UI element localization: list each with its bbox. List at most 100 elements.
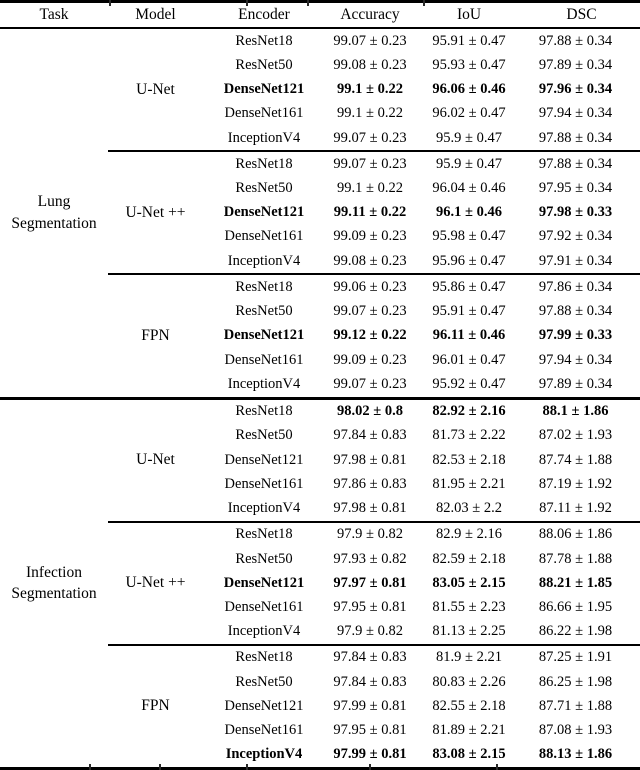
dsc-cell: 87.08 ± 1.93 <box>538 722 613 739</box>
accuracy-cell: 99.1 ± 0.22 <box>337 105 403 122</box>
iou-cell: 82.53 ± 2.18 <box>432 451 506 468</box>
encoder-cell: DenseNet121 <box>223 204 305 221</box>
table-header-row: Task Model Encoder Accuracy IoU DSC <box>0 3 640 29</box>
table-row: InceptionV4 99.07 ± 0.23 95.92 ± 0.47 97.89… <box>203 372 640 396</box>
task-label: Infection Segmentation <box>11 563 97 603</box>
dsc-cell: 88.21 ± 1.85 <box>538 574 613 591</box>
header-iou: IoU <box>456 6 482 23</box>
dsc-cell: 97.88 ± 0.34 <box>538 32 613 49</box>
encoder-cell: InceptionV4 <box>227 623 301 640</box>
iou-cell: 95.93 ± 0.47 <box>432 56 506 73</box>
encoder-cell: DenseNet161 <box>224 475 304 492</box>
model-label: FPN <box>141 326 170 344</box>
dsc-cell: 86.22 ± 1.98 <box>538 623 613 640</box>
iou-cell: 81.9 ± 2.21 <box>436 649 502 666</box>
iou-cell: 82.59 ± 2.18 <box>432 550 506 567</box>
table-row: DenseNet161 99.1 ± 0.22 96.02 ± 0.47 97.94 … <box>203 102 640 126</box>
encoder-cell: DenseNet121 <box>223 81 305 98</box>
model-group: U-Net ResNet18 98.02 ± 0.8 82.92 ± 2.16 88.1… <box>108 400 640 521</box>
iou-cell: 95.96 ± 0.47 <box>432 252 506 269</box>
accuracy-cell: 99.07 ± 0.23 <box>333 129 407 146</box>
encoder-cell: ResNet18 <box>235 278 293 295</box>
table-row: DenseNet161 97.86 ± 0.83 81.95 ± 2.21 87.19… <box>203 472 640 496</box>
rule-tick <box>246 0 248 6</box>
accuracy-cell: 99.07 ± 0.23 <box>333 303 407 320</box>
iou-cell: 95.9 ± 0.47 <box>436 155 502 172</box>
model-group: FPN ResNet18 99.06 ± 0.23 95.86 ± 0.47 97.86… <box>108 273 640 396</box>
model-label: U-Net <box>136 80 175 98</box>
header-encoder: Encoder <box>238 6 290 23</box>
table-bottom-rule <box>0 767 640 770</box>
dsc-cell: 97.95 ± 0.34 <box>538 180 613 197</box>
encoder-cell: DenseNet121 <box>223 574 305 591</box>
rule-tick <box>89 764 91 770</box>
model-label: FPN <box>141 697 170 715</box>
dsc-cell: 86.25 ± 1.98 <box>538 673 613 690</box>
dsc-cell: 88.06 ± 1.86 <box>538 526 613 543</box>
dsc-cell: 97.99 ± 0.33 <box>538 327 613 344</box>
header-accuracy: Accuracy <box>340 6 400 23</box>
iou-cell: 96.04 ± 0.46 <box>432 180 506 197</box>
iou-cell: 81.89 ± 2.21 <box>432 722 506 739</box>
accuracy-cell: 97.99 ± 0.81 <box>333 746 407 763</box>
rule-tick <box>246 764 248 770</box>
encoder-cell: ResNet50 <box>235 56 293 73</box>
encoder-cell: InceptionV4 <box>227 375 301 392</box>
table-row: InceptionV4 97.98 ± 0.81 82.03 ± 2.2 87.11 … <box>203 496 640 520</box>
table-row: DenseNet161 99.09 ± 0.23 96.01 ± 0.47 97.94… <box>203 348 640 372</box>
table-row: ResNet18 99.07 ± 0.23 95.9 ± 0.47 97.88 ± 0… <box>203 152 640 176</box>
dsc-cell: 87.19 ± 1.92 <box>538 475 613 492</box>
encoder-cell: DenseNet161 <box>224 351 304 368</box>
dsc-cell: 97.94 ± 0.34 <box>538 105 613 122</box>
task-block: Infection Segmentation U-Net ResNet18 98.02… <box>0 396 640 768</box>
iou-cell: 80.83 ± 2.26 <box>432 673 506 690</box>
table-row: ResNet50 97.84 ± 0.83 80.83 ± 2.26 86.25 ± … <box>203 670 640 694</box>
dsc-cell: 87.25 ± 1.91 <box>538 649 613 666</box>
table-row: DenseNet121 97.97 ± 0.81 83.05 ± 2.15 88.21… <box>203 571 640 595</box>
iou-cell: 81.95 ± 2.21 <box>432 475 506 492</box>
encoder-cell: DenseNet161 <box>224 598 304 615</box>
iou-cell: 82.03 ± 2.2 <box>436 500 502 517</box>
dsc-cell: 97.98 ± 0.33 <box>538 204 613 221</box>
encoder-cell: ResNet50 <box>235 673 293 690</box>
task-block: Lung Segmentation U-Net ResNet18 99.07 ± 0.… <box>0 29 640 397</box>
dsc-cell: 97.89 ± 0.34 <box>538 56 613 73</box>
table-row: DenseNet161 97.95 ± 0.81 81.89 ± 2.21 87.08… <box>203 719 640 743</box>
encoder-cell: DenseNet161 <box>224 228 304 245</box>
accuracy-cell: 99.09 ± 0.23 <box>333 228 407 245</box>
table-row: DenseNet121 99.12 ± 0.22 96.11 ± 0.46 97.99… <box>203 324 640 348</box>
dsc-cell: 87.74 ± 1.88 <box>538 451 613 468</box>
accuracy-cell: 99.1 ± 0.22 <box>337 81 403 98</box>
dsc-cell: 97.88 ± 0.34 <box>538 155 613 172</box>
dsc-cell: 97.94 ± 0.34 <box>538 351 613 368</box>
iou-cell: 82.92 ± 2.16 <box>432 403 506 420</box>
accuracy-cell: 99.08 ± 0.23 <box>333 56 407 73</box>
iou-cell: 82.9 ± 2.16 <box>436 526 502 543</box>
rule-tick <box>423 0 425 6</box>
model-label: U-Net <box>136 451 175 469</box>
model-group: U-Net ++ ResNet18 97.9 ± 0.82 82.9 ± 2.16 88… <box>108 520 640 644</box>
header-dsc: DSC <box>566 6 597 23</box>
dsc-cell: 97.86 ± 0.34 <box>538 278 613 295</box>
iou-cell: 96.1 ± 0.46 <box>436 204 502 221</box>
iou-cell: 95.9 ± 0.47 <box>436 129 502 146</box>
iou-cell: 81.55 ± 2.23 <box>432 598 506 615</box>
encoder-cell: DenseNet161 <box>224 722 304 739</box>
encoder-cell: InceptionV4 <box>227 129 301 146</box>
accuracy-cell: 99.08 ± 0.23 <box>333 252 407 269</box>
encoder-cell: ResNet18 <box>235 32 293 49</box>
table-row: DenseNet121 97.99 ± 0.81 82.55 ± 2.18 87.71… <box>203 694 640 718</box>
rule-tick <box>307 0 309 6</box>
dsc-cell: 86.66 ± 1.95 <box>538 598 613 615</box>
accuracy-cell: 97.86 ± 0.83 <box>333 475 407 492</box>
accuracy-cell: 97.93 ± 0.82 <box>333 550 407 567</box>
accuracy-cell: 97.9 ± 0.82 <box>337 526 403 543</box>
dsc-cell: 97.88 ± 0.34 <box>538 303 613 320</box>
dsc-cell: 87.71 ± 1.88 <box>538 697 613 714</box>
encoder-rows: ResNet18 99.07 ± 0.23 95.9 ± 0.47 97.88 ± 0… <box>203 152 640 273</box>
accuracy-cell: 97.98 ± 0.81 <box>333 500 407 517</box>
iou-cell: 82.55 ± 2.18 <box>432 697 506 714</box>
table-row: ResNet50 97.84 ± 0.83 81.73 ± 2.22 87.02 ± … <box>203 424 640 448</box>
iou-cell: 83.08 ± 2.15 <box>432 746 506 763</box>
iou-cell: 81.73 ± 2.22 <box>432 427 506 444</box>
